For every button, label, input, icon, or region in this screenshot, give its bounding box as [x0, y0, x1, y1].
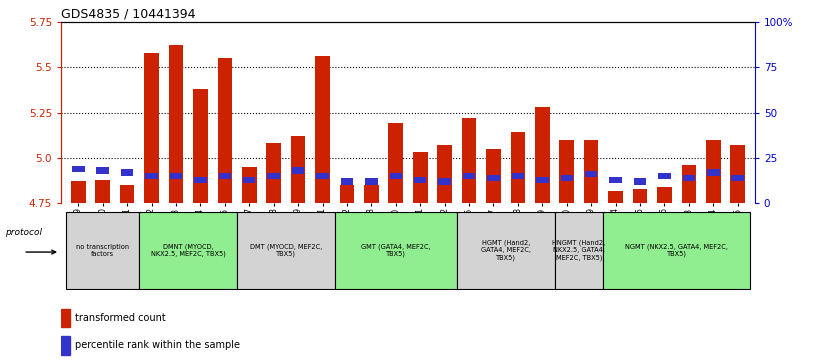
Bar	[96, 167, 109, 174]
Bar	[317, 173, 329, 179]
Bar	[341, 178, 353, 185]
Bar	[583, 140, 598, 203]
Bar	[71, 182, 86, 203]
Bar	[634, 178, 646, 185]
FancyBboxPatch shape	[555, 212, 603, 289]
Bar	[731, 175, 744, 181]
Bar	[144, 53, 159, 203]
Text: DMNT (MYOCD,
NKX2.5, MEF2C, TBX5): DMNT (MYOCD, NKX2.5, MEF2C, TBX5)	[151, 244, 226, 257]
FancyBboxPatch shape	[237, 212, 335, 289]
Bar	[632, 189, 647, 203]
Bar	[413, 152, 428, 203]
Bar	[339, 185, 354, 203]
Bar	[72, 166, 85, 172]
Bar	[268, 173, 280, 179]
Bar	[219, 173, 231, 179]
Bar	[61, 309, 70, 327]
Bar	[462, 118, 477, 203]
Text: no transcription
factors: no transcription factors	[76, 244, 129, 257]
Bar	[561, 175, 573, 181]
Bar	[414, 176, 427, 183]
Bar	[95, 180, 110, 203]
Bar	[560, 140, 574, 203]
Bar	[610, 176, 622, 183]
Text: HNGMT (Hand2,
NKX2.5, GATA4,
MEF2C, TBX5): HNGMT (Hand2, NKX2.5, GATA4, MEF2C, TBX5…	[552, 240, 605, 261]
Bar	[536, 176, 548, 183]
Bar	[145, 173, 157, 179]
Bar	[657, 187, 672, 203]
Bar	[61, 336, 70, 355]
Bar	[218, 58, 233, 203]
Text: DMT (MYOCD, MEF2C,
TBX5): DMT (MYOCD, MEF2C, TBX5)	[250, 244, 322, 257]
Bar	[681, 165, 696, 203]
Bar	[437, 145, 452, 203]
FancyBboxPatch shape	[457, 212, 555, 289]
Bar	[487, 175, 499, 181]
Text: protocol: protocol	[5, 228, 42, 237]
Bar	[511, 132, 526, 203]
Text: HGMT (Hand2,
GATA4, MEF2C,
TBX5): HGMT (Hand2, GATA4, MEF2C, TBX5)	[481, 240, 530, 261]
Bar	[707, 169, 720, 176]
Bar	[438, 178, 451, 185]
FancyBboxPatch shape	[335, 212, 457, 289]
Bar	[193, 89, 208, 203]
Bar	[170, 173, 182, 179]
Bar	[169, 45, 184, 203]
Bar	[463, 173, 475, 179]
Bar	[389, 173, 402, 179]
Bar	[266, 143, 281, 203]
Bar	[364, 185, 379, 203]
Bar	[242, 167, 256, 203]
Text: percentile rank within the sample: percentile rank within the sample	[75, 340, 240, 350]
FancyBboxPatch shape	[603, 212, 750, 289]
Bar	[608, 191, 623, 203]
Bar	[365, 178, 378, 185]
Bar	[194, 176, 206, 183]
Bar	[585, 171, 597, 178]
Bar	[290, 136, 305, 203]
Bar	[512, 173, 524, 179]
Text: GMT (GATA4, MEF2C,
TBX5): GMT (GATA4, MEF2C, TBX5)	[361, 244, 431, 257]
FancyBboxPatch shape	[140, 212, 237, 289]
Bar	[535, 107, 550, 203]
Bar	[683, 175, 695, 181]
Bar	[292, 167, 304, 174]
Bar	[706, 140, 721, 203]
Bar	[120, 185, 135, 203]
Bar	[243, 176, 255, 183]
Text: transformed count: transformed count	[75, 313, 166, 323]
Bar	[315, 56, 330, 203]
Bar	[388, 123, 403, 203]
Text: NGMT (NKX2.5, GATA4, MEF2C,
TBX5): NGMT (NKX2.5, GATA4, MEF2C, TBX5)	[625, 244, 728, 257]
Bar	[730, 145, 745, 203]
Bar	[659, 173, 671, 179]
FancyBboxPatch shape	[66, 212, 140, 289]
Text: GDS4835 / 10441394: GDS4835 / 10441394	[61, 8, 196, 21]
Bar	[121, 169, 133, 176]
Bar	[486, 149, 501, 203]
